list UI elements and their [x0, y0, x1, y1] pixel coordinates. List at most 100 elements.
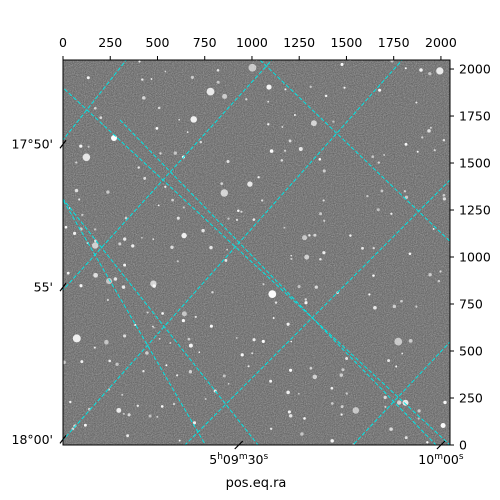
star	[318, 158, 322, 161]
dec-tick-label: 18°00'	[12, 432, 54, 447]
star	[237, 209, 240, 213]
star	[153, 326, 155, 329]
star	[148, 414, 152, 418]
star	[378, 88, 382, 92]
star	[281, 126, 284, 128]
star	[297, 285, 301, 289]
star	[81, 213, 84, 217]
star	[187, 337, 191, 341]
star	[182, 206, 185, 209]
star	[158, 337, 161, 340]
star	[247, 181, 253, 187]
star	[302, 235, 308, 241]
star	[123, 263, 127, 267]
star	[159, 152, 162, 155]
ra-tick-label: 10m00s	[418, 452, 464, 467]
star	[428, 72, 432, 76]
star	[116, 407, 122, 413]
star	[298, 147, 303, 151]
star	[304, 301, 308, 305]
star	[93, 272, 98, 278]
star	[415, 305, 418, 308]
star	[178, 439, 181, 442]
star	[267, 123, 270, 126]
star	[408, 339, 413, 343]
star	[395, 365, 398, 368]
dec-tick	[59, 435, 67, 444]
right-tick-label: 500	[459, 344, 483, 359]
star	[82, 153, 91, 162]
star	[387, 359, 391, 363]
star	[266, 84, 272, 90]
star	[442, 193, 446, 197]
star	[115, 362, 119, 366]
star	[361, 246, 364, 250]
star	[417, 409, 421, 413]
star	[376, 208, 380, 212]
star	[313, 233, 317, 237]
star	[304, 254, 310, 260]
star	[417, 417, 420, 420]
star	[403, 190, 407, 193]
top-tick-label: 2000	[425, 35, 457, 50]
star	[339, 373, 344, 377]
star	[396, 400, 402, 405]
star	[113, 277, 118, 281]
star	[310, 120, 317, 127]
dec-tick-label: 17°50'	[12, 137, 54, 152]
star	[274, 301, 278, 304]
right-tick-label: 250	[459, 391, 483, 406]
star	[383, 395, 387, 400]
star	[415, 101, 418, 104]
star	[160, 405, 164, 408]
star	[226, 248, 228, 251]
star	[427, 129, 431, 133]
star	[268, 290, 277, 298]
star	[93, 346, 96, 349]
right-tick-label: 1250	[459, 203, 491, 218]
left-dec-axis: 17°50' 55' 18°00'	[12, 137, 67, 447]
star	[383, 154, 385, 156]
star	[141, 236, 143, 239]
star	[304, 298, 307, 301]
star	[421, 136, 424, 139]
star	[330, 386, 334, 390]
star	[377, 161, 381, 164]
star	[138, 60, 141, 63]
star	[86, 76, 90, 80]
x-axis-label: pos.eq.ra	[226, 476, 287, 491]
star	[216, 80, 220, 84]
ra-tick-label: 5h09m30s	[209, 452, 268, 467]
right-pixel-axis: 0 250 500 750 1000 1250 1500 1750 2000	[450, 62, 491, 453]
star	[319, 212, 323, 216]
star	[442, 139, 446, 142]
top-tick-label: 750	[193, 35, 217, 50]
grid-line	[63, 198, 259, 445]
star	[106, 298, 109, 302]
star	[99, 116, 103, 119]
top-tick-label: 500	[146, 35, 170, 50]
star	[136, 404, 140, 408]
star	[235, 336, 238, 339]
star	[404, 67, 407, 70]
grid-line	[63, 60, 403, 441]
bottom-ra-axis: 5h09m30s 10m00s	[209, 440, 464, 467]
star	[216, 69, 220, 72]
star	[322, 251, 326, 255]
star	[150, 280, 157, 287]
star	[443, 400, 447, 405]
star	[340, 62, 344, 66]
star	[408, 252, 412, 256]
star	[366, 194, 369, 198]
star	[224, 258, 228, 262]
star	[400, 299, 403, 303]
star	[267, 100, 270, 103]
star	[371, 155, 375, 158]
star	[227, 382, 230, 385]
star	[137, 166, 140, 169]
grid-line	[352, 341, 450, 445]
star	[209, 324, 213, 328]
star	[433, 149, 436, 152]
star	[192, 421, 197, 425]
